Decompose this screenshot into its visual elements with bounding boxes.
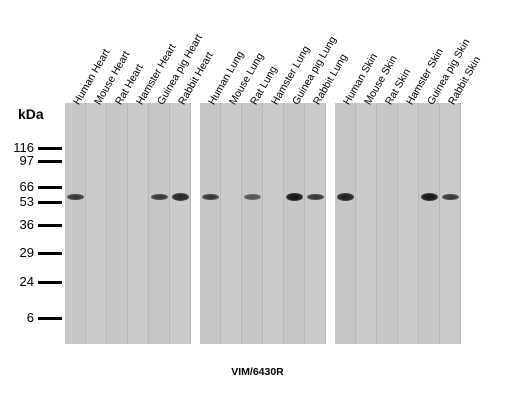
blot-lane xyxy=(356,103,377,344)
unit-label: kDa xyxy=(18,106,44,122)
blot-lane xyxy=(377,103,398,344)
marker-label: 66 xyxy=(19,179,34,194)
marker-label: 6 xyxy=(26,310,34,325)
protein-band xyxy=(244,194,261,200)
marker-tick xyxy=(38,252,62,255)
blot-lane xyxy=(200,103,221,344)
marker-tick xyxy=(38,160,62,163)
marker-label: 36 xyxy=(19,217,34,232)
marker-tick xyxy=(38,281,62,284)
blot-lane xyxy=(440,103,461,344)
blot-lane xyxy=(86,103,107,344)
protein-band xyxy=(286,193,303,202)
antibody-caption: VIM/6430R xyxy=(231,366,284,378)
blot-lane xyxy=(305,103,326,344)
protein-band xyxy=(421,193,438,202)
blot-panel-skin xyxy=(335,103,461,344)
protein-band xyxy=(202,193,219,201)
protein-band xyxy=(337,193,354,201)
marker-tick xyxy=(38,224,62,227)
protein-band xyxy=(442,193,459,201)
protein-band xyxy=(307,193,324,201)
blot-lane xyxy=(107,103,128,344)
marker-label: 53 xyxy=(19,194,34,209)
blot-lane xyxy=(128,103,149,344)
blot-lane xyxy=(335,103,356,344)
marker-label: 24 xyxy=(19,274,34,289)
blot-panel-heart xyxy=(65,103,191,344)
blot-lane xyxy=(419,103,440,344)
blot-lane xyxy=(284,103,305,344)
marker-tick xyxy=(38,201,62,204)
blot-lane xyxy=(242,103,263,344)
marker-label: 97 xyxy=(19,153,34,168)
protein-band xyxy=(67,193,84,201)
protein-band xyxy=(151,193,168,201)
marker-tick xyxy=(38,147,62,150)
blot-lane xyxy=(149,103,170,344)
marker-label: 29 xyxy=(19,245,34,260)
blot-lane xyxy=(398,103,419,344)
blot-lane xyxy=(263,103,284,344)
marker-label: 116 xyxy=(13,140,34,155)
blot-lane xyxy=(65,103,86,344)
blot-panel-lung xyxy=(200,103,326,344)
marker-tick xyxy=(38,317,62,320)
blot-lane xyxy=(170,103,191,344)
blot-lane xyxy=(221,103,242,344)
marker-tick xyxy=(38,186,62,189)
protein-band xyxy=(172,193,189,201)
